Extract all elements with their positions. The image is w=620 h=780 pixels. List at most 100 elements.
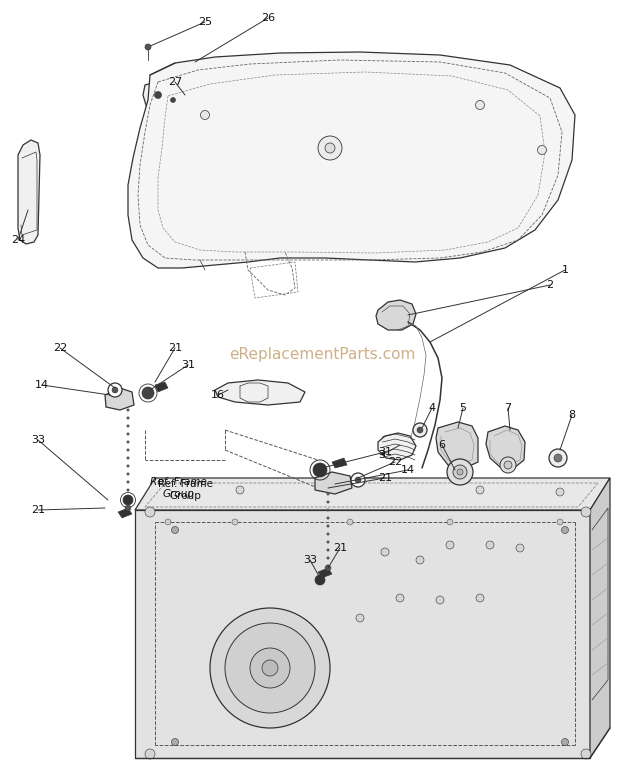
Text: 22: 22 — [388, 457, 402, 467]
Polygon shape — [128, 52, 575, 268]
Circle shape — [327, 565, 329, 568]
Circle shape — [145, 44, 151, 50]
Circle shape — [126, 456, 130, 459]
Circle shape — [313, 463, 327, 477]
Polygon shape — [378, 433, 416, 460]
Text: Ref. Frame
Group: Ref. Frame Group — [157, 479, 213, 501]
Circle shape — [549, 449, 567, 467]
Text: 14: 14 — [35, 380, 49, 390]
Circle shape — [556, 488, 564, 496]
Circle shape — [327, 524, 329, 527]
Circle shape — [126, 465, 130, 467]
Text: 31: 31 — [378, 447, 392, 457]
Circle shape — [123, 495, 133, 505]
Circle shape — [236, 486, 244, 494]
Circle shape — [581, 507, 591, 517]
Circle shape — [347, 519, 353, 525]
Circle shape — [417, 427, 423, 433]
Text: 31: 31 — [181, 360, 195, 370]
Circle shape — [126, 441, 130, 444]
Circle shape — [554, 454, 562, 462]
Polygon shape — [18, 140, 40, 244]
Circle shape — [476, 486, 484, 494]
Circle shape — [327, 541, 329, 544]
Circle shape — [453, 465, 467, 479]
Text: 26: 26 — [261, 13, 275, 23]
Polygon shape — [486, 426, 525, 468]
Circle shape — [557, 519, 563, 525]
Polygon shape — [590, 478, 610, 758]
Circle shape — [327, 509, 329, 512]
Circle shape — [327, 516, 329, 519]
Circle shape — [538, 146, 546, 154]
Circle shape — [172, 526, 179, 534]
Text: Ref. Frame
Group: Ref. Frame Group — [149, 477, 206, 498]
Circle shape — [325, 143, 335, 153]
Circle shape — [446, 541, 454, 549]
Circle shape — [504, 461, 512, 469]
Circle shape — [232, 519, 238, 525]
Circle shape — [318, 136, 342, 160]
Polygon shape — [135, 478, 610, 510]
Polygon shape — [135, 510, 590, 758]
Circle shape — [170, 98, 175, 102]
Polygon shape — [215, 380, 305, 405]
Circle shape — [447, 519, 453, 525]
Circle shape — [351, 473, 365, 487]
Text: 1: 1 — [562, 265, 569, 275]
Circle shape — [315, 575, 325, 585]
Text: eReplacementParts.com: eReplacementParts.com — [229, 347, 415, 363]
Circle shape — [225, 623, 315, 713]
Circle shape — [447, 459, 473, 485]
Text: 16: 16 — [211, 390, 225, 400]
Text: 21: 21 — [168, 343, 182, 353]
Text: 24: 24 — [11, 235, 25, 245]
Circle shape — [327, 548, 329, 551]
Circle shape — [436, 596, 444, 604]
Circle shape — [172, 739, 179, 746]
Circle shape — [126, 417, 130, 420]
Circle shape — [327, 492, 329, 495]
Text: 21: 21 — [31, 505, 45, 515]
Text: 21: 21 — [378, 473, 392, 483]
Text: 33: 33 — [31, 435, 45, 445]
Circle shape — [327, 533, 329, 536]
Text: 8: 8 — [569, 410, 575, 420]
Circle shape — [126, 480, 130, 484]
Circle shape — [126, 488, 130, 491]
Polygon shape — [105, 388, 134, 410]
Circle shape — [413, 423, 427, 437]
Circle shape — [126, 473, 130, 476]
Text: 27: 27 — [168, 77, 182, 87]
Circle shape — [355, 477, 361, 483]
Text: 22: 22 — [53, 343, 67, 353]
Polygon shape — [315, 472, 352, 494]
Circle shape — [125, 505, 131, 511]
Text: 21: 21 — [333, 543, 347, 553]
Polygon shape — [318, 568, 332, 578]
Text: 14: 14 — [401, 465, 415, 475]
Text: 2: 2 — [546, 280, 554, 290]
Circle shape — [325, 565, 331, 571]
Circle shape — [562, 739, 569, 746]
Circle shape — [142, 387, 154, 399]
Circle shape — [154, 91, 161, 98]
Circle shape — [396, 594, 404, 602]
Circle shape — [327, 556, 329, 559]
Circle shape — [126, 409, 130, 412]
Circle shape — [262, 660, 278, 676]
Polygon shape — [118, 508, 132, 518]
Circle shape — [581, 749, 591, 759]
Circle shape — [457, 469, 463, 475]
Circle shape — [486, 541, 494, 549]
Polygon shape — [376, 300, 416, 330]
Polygon shape — [155, 382, 168, 392]
Circle shape — [327, 501, 329, 504]
Text: 5: 5 — [459, 403, 466, 413]
Circle shape — [200, 111, 210, 119]
Text: 33: 33 — [303, 555, 317, 565]
Polygon shape — [436, 422, 478, 468]
Text: 4: 4 — [428, 403, 436, 413]
Circle shape — [145, 749, 155, 759]
Circle shape — [416, 556, 424, 564]
